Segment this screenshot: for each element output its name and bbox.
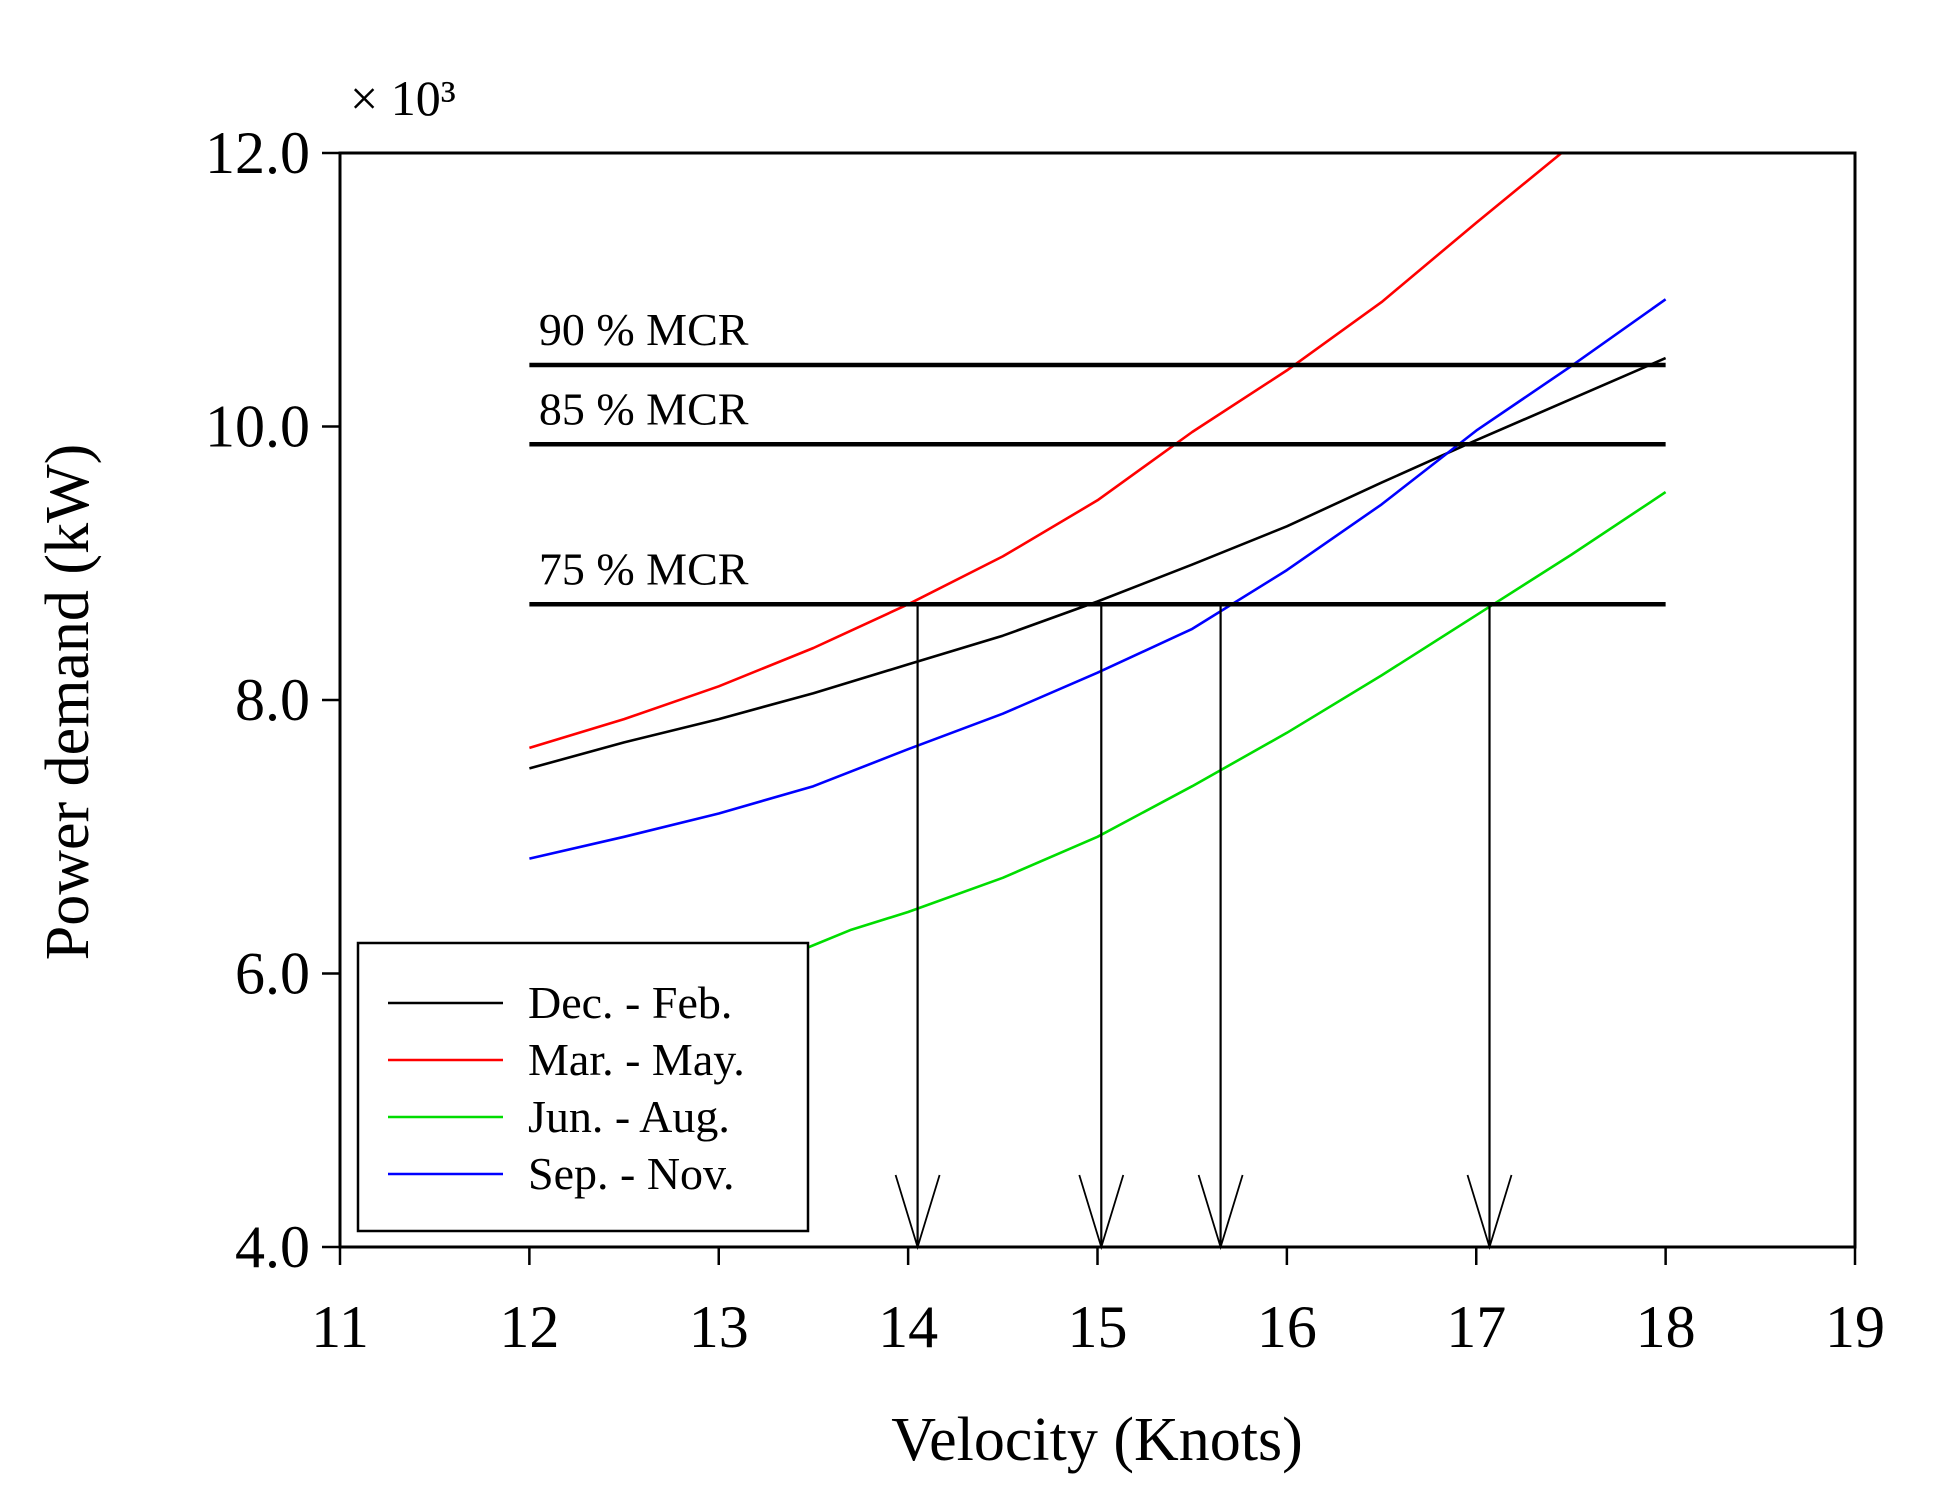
y-tick-label: 10.0 <box>205 394 310 460</box>
series-line-1 <box>529 356 1667 770</box>
y-tick-label: 8.0 <box>235 667 310 733</box>
legend-box <box>356 941 810 1233</box>
series-line-3 <box>794 491 1667 955</box>
x-tick-label: 17 <box>1446 1294 1506 1360</box>
legend-label-3: Jun. - Aug. <box>528 1091 730 1142</box>
y-axis-title: Power demand (kW) <box>34 444 102 961</box>
series-line-2 <box>529 153 1563 750</box>
x-tick-label: 11 <box>311 1294 369 1360</box>
legend-label-4: Sep. - Nov. <box>528 1148 735 1199</box>
y-tick-label: 4.0 <box>235 1214 310 1280</box>
y-axis-multiplier: × 10³ <box>350 70 456 126</box>
series-line-4 <box>529 298 1667 860</box>
x-tick-label: 18 <box>1636 1294 1696 1360</box>
legend: Dec. - Feb. Mar. - May. Jun. - Aug. Sep. - … <box>356 941 810 1233</box>
x-tick-label: 19 <box>1825 1294 1885 1360</box>
mcr-label-2: 85 % MCR <box>539 383 749 434</box>
x-tick-label: 16 <box>1257 1294 1317 1360</box>
legend-label-2: Mar. - May. <box>528 1034 745 1085</box>
x-tick-label: 13 <box>689 1294 749 1360</box>
x-axis-title: Velocity (Knots) <box>891 1406 1303 1474</box>
y-tick-label: 6.0 <box>235 941 310 1007</box>
x-tick-label: 14 <box>878 1294 938 1360</box>
y-tick-label: 12.0 <box>205 120 310 186</box>
legend-label-1: Dec. - Feb. <box>528 977 732 1028</box>
x-tick-label: 12 <box>499 1294 559 1360</box>
x-tick-label: 15 <box>1068 1294 1128 1360</box>
mcr-label-1: 90 % MCR <box>539 304 749 355</box>
mcr-label-3: 75 % MCR <box>539 543 749 594</box>
